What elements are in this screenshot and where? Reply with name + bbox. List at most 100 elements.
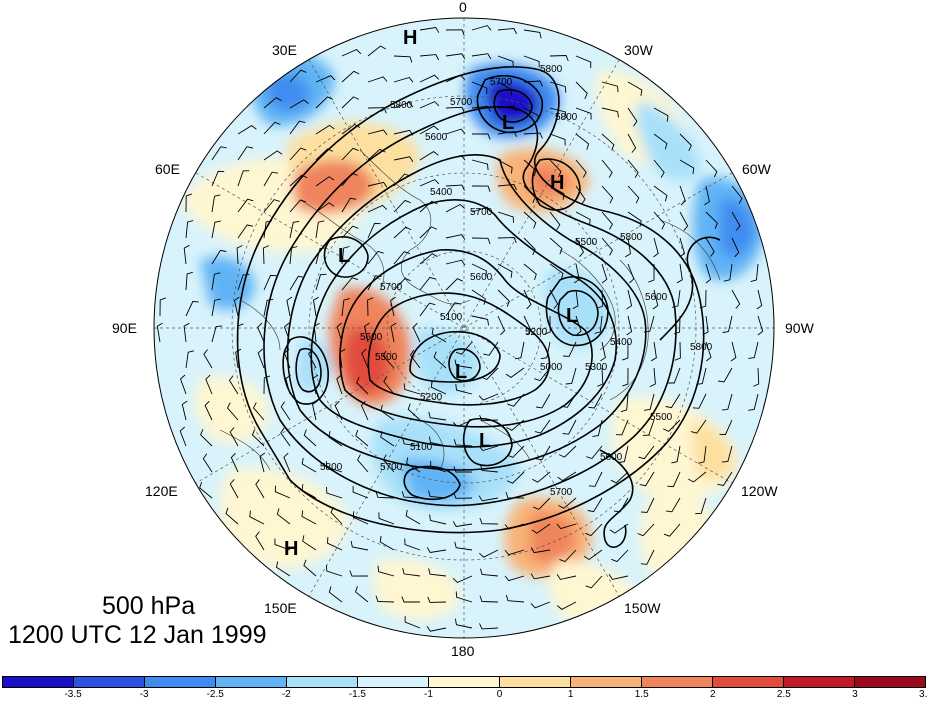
contour-value-label: 5700: [470, 207, 493, 218]
wind-barb: [626, 289, 633, 310]
wind-barb: [401, 596, 420, 603]
contour-value-label: 5400: [610, 337, 633, 348]
wind-barb: [229, 479, 239, 499]
wind-barb: [367, 76, 388, 83]
colorbar-tick-label: -3.5: [64, 689, 82, 700]
wind-barb: [504, 575, 525, 582]
wind-barb: [263, 97, 282, 109]
wind-barb: [315, 148, 334, 161]
wind-barb: [627, 133, 637, 153]
wind-barb: [280, 401, 291, 421]
wind-barb: [341, 48, 362, 57]
wind-barb: [610, 471, 629, 484]
wind-barb: [390, 322, 397, 343]
wind-barb: [289, 69, 307, 83]
wind-barb: [185, 193, 193, 213]
wind-barb: [255, 479, 265, 499]
colorbar-tick-label: 3.5: [919, 689, 928, 700]
pressure-center-high: H: [403, 27, 417, 49]
wind-barb: [445, 234, 466, 240]
contour-value-label: 5800: [320, 462, 343, 473]
wind-barb: [731, 185, 743, 204]
pressure-center-high: H: [284, 538, 298, 560]
colorbar-tick-label: -2: [281, 689, 291, 700]
colorbar-labels: -3.5 -3 -2.5 -2 -1.5 -1 0 1 1.5 2 2.5 3 3.5: [2, 689, 928, 702]
wind-barb: [275, 561, 291, 577]
wind-barb: [315, 273, 327, 291]
wind-barb: [405, 509, 421, 525]
wind-barb: [402, 437, 421, 447]
wind-barb: [536, 393, 551, 409]
lon-label-30w: 30W: [624, 42, 654, 58]
wind-barb: [627, 159, 639, 178]
wind-barb: [179, 426, 187, 447]
wind-barb: [251, 429, 265, 447]
wind-barb: [750, 263, 759, 283]
wind-barb: [665, 393, 681, 409]
wind-barb: [722, 315, 733, 333]
wind-barb: [533, 497, 551, 510]
wind-barb: [336, 374, 343, 395]
wind-barb: [363, 322, 370, 343]
wind-barb: [263, 150, 283, 161]
lon-label-90e: 90E: [112, 320, 137, 336]
wind-barb: [648, 264, 655, 283]
pressure-center-low: L: [502, 112, 514, 134]
wind-barb: [638, 445, 655, 460]
wind-barb: [199, 481, 213, 499]
wind-barb: [611, 549, 629, 563]
colorbar-swatch: [216, 677, 287, 687]
wind-barb: [302, 535, 317, 551]
wind-barb: [549, 237, 563, 255]
wind-barb: [480, 464, 499, 473]
wind-barb: [653, 185, 668, 202]
wind-barb: [315, 75, 336, 83]
wind-barb: [367, 148, 386, 161]
wind-barb: [688, 471, 707, 483]
wind-barb: [274, 485, 291, 499]
wind-barb: [679, 159, 695, 175]
wind-barb: [454, 541, 473, 551]
wind-barb: [419, 200, 438, 213]
wind-barb: [562, 419, 577, 435]
wind-barb: [575, 55, 592, 69]
contour-value-label: 5500: [375, 352, 398, 363]
wind-barb: [393, 251, 411, 265]
wind-barb: [534, 419, 551, 434]
wind-barb: [341, 147, 359, 161]
wind-barb: [627, 185, 640, 204]
wind-barb: [558, 497, 577, 509]
wind-barb: [211, 194, 221, 213]
wind-barb: [367, 222, 381, 239]
wind-barb: [419, 226, 438, 239]
wind-barb: [315, 220, 325, 239]
wind-barb: [404, 538, 421, 551]
wind-barb: [419, 27, 440, 33]
map-boundary: [153, 17, 775, 639]
wind-barb: [478, 549, 499, 558]
wind-barb: [667, 471, 681, 488]
colorbar-swatch: [571, 677, 642, 687]
wind-barb: [618, 445, 629, 463]
wind-barb: [609, 523, 629, 534]
wind-barb: [204, 400, 213, 421]
wind-barb: [597, 367, 604, 387]
wind-barb: [445, 53, 466, 60]
wind-barb: [445, 259, 466, 266]
contour-value-label: 5700: [490, 77, 513, 88]
wind-barb: [259, 452, 266, 473]
wind-barb: [575, 315, 582, 336]
contour-value-label: 5800: [390, 100, 413, 111]
wind-barb: [315, 247, 326, 265]
wind-barb: [375, 595, 395, 603]
wind-barb: [471, 263, 487, 277]
wind-barb: [383, 376, 395, 395]
wind-barb: [274, 538, 291, 551]
wind-barb: [530, 573, 551, 580]
wind-barb: [225, 507, 239, 525]
wind-barb: [471, 25, 492, 31]
wind-barb: [406, 457, 421, 473]
wind-barb: [393, 101, 414, 109]
wind-barb: [455, 384, 473, 395]
wind-barb: [731, 237, 740, 258]
